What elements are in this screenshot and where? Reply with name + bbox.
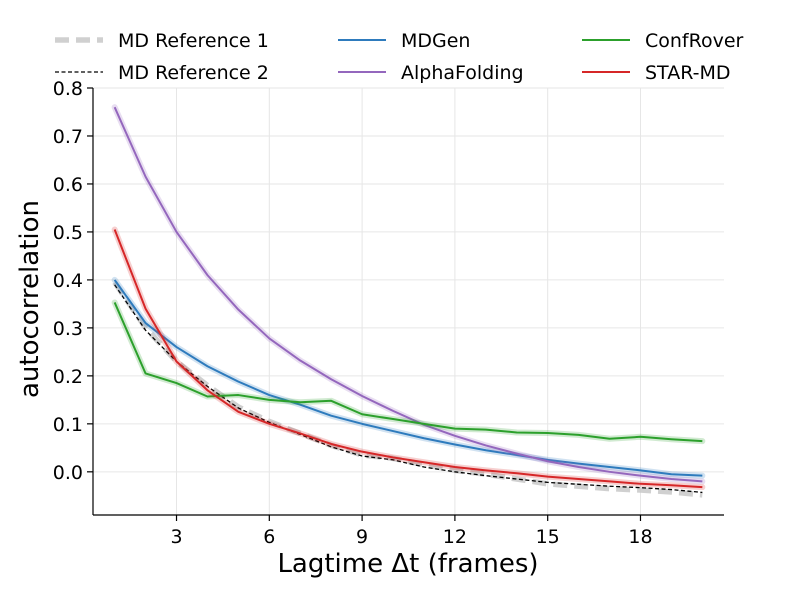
axes [92, 88, 724, 516]
series-band-confrover [111, 299, 706, 445]
series-line-mdgen [113, 279, 703, 477]
y-tick-label: 0.2 [53, 366, 83, 388]
x-tick-label: 15 [536, 526, 560, 548]
series-line-md-reference-1 [112, 280, 703, 498]
x-tick-label: 18 [628, 526, 652, 548]
y-tick-label: 0.3 [53, 318, 83, 340]
legend-label-mdgen: MDGen [401, 30, 470, 52]
y-tick-label: 0.1 [53, 414, 83, 436]
series-band-mdgen [111, 276, 706, 479]
series-line-confrover [113, 302, 703, 443]
series-line-alphafolding [113, 106, 703, 483]
y-tick-label: 0.0 [53, 462, 83, 484]
legend-label-md-reference-2: MD Reference 2 [118, 62, 269, 84]
legend-label-md-reference-1: MD Reference 1 [118, 30, 269, 52]
series-line-md-reference-2 [114, 284, 703, 494]
x-tick-label: 3 [170, 526, 182, 548]
x-axis-label: Lagtime Δt (frames) [277, 549, 538, 579]
y-tick-label: 0.7 [53, 126, 83, 148]
series-line-star-md [113, 229, 703, 489]
series-lines [111, 104, 706, 498]
tick-labels: 3 6 9 12 15 18 0.0 0.1 0.2 0.3 0.4 0.5 0.6 0.7 0.8 [53, 78, 653, 548]
y-tick-label: 0.6 [53, 174, 83, 196]
series-band-alphafolding [111, 104, 706, 485]
y-tick-label: 0.8 [53, 78, 83, 100]
y-axis-label: autocorrelation [15, 200, 45, 398]
legend: MD Reference 1 MD Reference 2 MDGen AlphaFo… [55, 30, 744, 84]
x-tick-label: 6 [263, 526, 275, 548]
legend-label-confrover: ConfRover [645, 30, 744, 52]
grid [93, 87, 724, 515]
legend-label-alphafolding: AlphaFolding [401, 62, 524, 84]
x-tick-label: 9 [356, 526, 368, 548]
y-tick-label: 0.5 [53, 222, 83, 244]
y-tick-label: 0.4 [53, 270, 83, 292]
x-tick-label: 12 [443, 526, 467, 548]
legend-label-star-md: STAR-MD [645, 62, 731, 84]
